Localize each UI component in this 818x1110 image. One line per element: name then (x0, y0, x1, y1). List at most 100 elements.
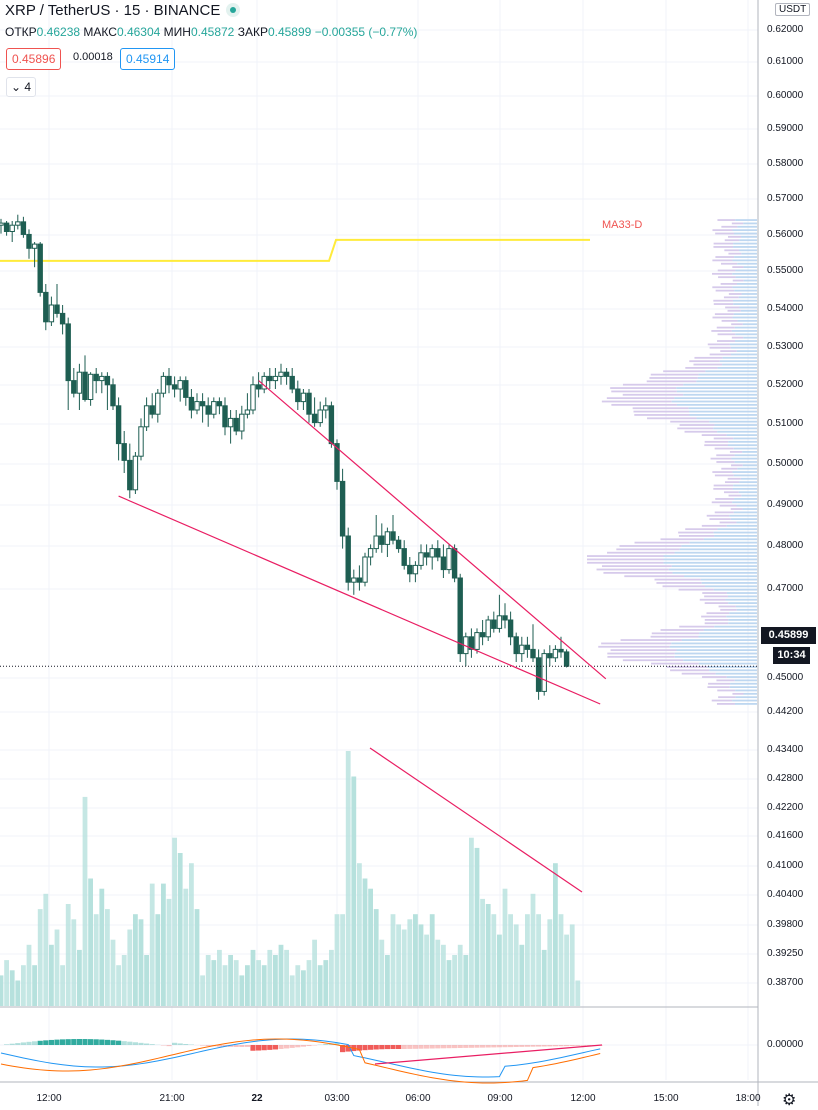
price-tick: 0.39250 (767, 948, 803, 959)
ohlc-legend: ОТКР0.46238 МАКС0.46304 МИН0.45872 ЗАКР0… (5, 25, 417, 39)
volume-profile-bar (710, 354, 731, 356)
price-tick: 0.45000 (767, 672, 803, 683)
time-tick: 09:00 (487, 1093, 512, 1104)
volume-profile-bar (732, 223, 743, 225)
volume-bar (284, 950, 289, 1006)
volume-profile-bar (720, 522, 737, 524)
volume-bar (357, 863, 362, 1006)
volume-profile-bar (735, 703, 757, 705)
candle-body (60, 313, 64, 324)
volume-bar (167, 899, 172, 1006)
buy-price-button[interactable]: 0.45914 (120, 48, 175, 70)
indicators-toggle[interactable]: ⌄ 4 (6, 77, 36, 97)
volume-bar (318, 965, 323, 1006)
price-tick: 0.38700 (767, 977, 803, 988)
price-tick: 0.61000 (767, 56, 803, 67)
low-value: 0.45872 (191, 25, 234, 39)
candle-body (228, 418, 232, 426)
volume-profile-bar (623, 394, 683, 396)
volume-bar (430, 914, 435, 1006)
volume-profile-bar (718, 276, 736, 278)
currency-button[interactable]: USDT (775, 3, 810, 16)
volume-profile-bar (728, 444, 757, 446)
volume-profile-bar (712, 700, 732, 702)
volume-profile-bar (727, 525, 757, 527)
oscillator-bar (144, 1043, 149, 1045)
volume-profile-bar (717, 219, 735, 221)
volume-profile-bar (730, 343, 757, 345)
volume-bar (155, 914, 160, 1006)
high-value: 0.46304 (117, 25, 160, 39)
volume-profile-bar (726, 616, 757, 618)
volume-profile-bar (711, 458, 732, 460)
gear-icon[interactable]: ⚙ (782, 1090, 796, 1110)
oscillator-bar (491, 1045, 496, 1047)
volume-bar (99, 889, 104, 1006)
volume-profile-bar (734, 475, 757, 477)
volume-profile-bar (735, 454, 757, 456)
volume-bar (211, 960, 216, 1006)
oscillator-bar (390, 1045, 395, 1049)
volume-profile-bar (674, 397, 757, 399)
volume-profile-bar (679, 589, 714, 591)
volume-profile-bar (730, 683, 757, 685)
volume-profile-bar (737, 226, 757, 228)
volume-profile-bar (712, 273, 732, 275)
candle-body (16, 222, 20, 225)
oscillator-bar (452, 1045, 457, 1048)
price-tick: 0.42800 (767, 773, 803, 784)
volume-bar (144, 955, 149, 1006)
market-status-icon (226, 3, 240, 17)
volume-profile-bar (683, 659, 757, 661)
volume-profile-bar (716, 673, 757, 675)
candle-body (436, 549, 440, 557)
volume-profile-bar (715, 475, 734, 477)
volume-profile-bar (670, 421, 709, 423)
volume-profile-bar (597, 569, 669, 571)
volume-profile-bar (664, 562, 757, 564)
oscillator-bar (166, 1045, 171, 1046)
oscillator-bar (60, 1039, 65, 1045)
candle-body (10, 225, 14, 231)
volume-profile-bar (716, 290, 735, 292)
candle-body (189, 397, 193, 410)
oscillator-bar (379, 1045, 384, 1049)
candle-body (363, 557, 367, 582)
volume-profile-bar (661, 629, 704, 631)
sell-price-button[interactable]: 0.45896 (6, 48, 61, 70)
close-label: ЗАКР (238, 25, 268, 39)
volume-bar (38, 909, 43, 1006)
volume-profile-bar (714, 589, 757, 591)
volume-profile-bar (711, 330, 732, 332)
oscillator-bar (385, 1045, 390, 1049)
volume-profile-bar (700, 599, 726, 601)
volume-profile-bar (732, 693, 743, 695)
volume-profile-bar (675, 656, 757, 658)
volume-profile-bar (724, 491, 739, 493)
volume-profile-bar (679, 535, 714, 537)
candle-body (105, 376, 109, 384)
candle-body (475, 633, 479, 650)
candle-body (290, 376, 294, 389)
candle-body (329, 406, 333, 444)
volume-profile-bar (611, 391, 677, 393)
candle-body (564, 652, 568, 666)
oscillator-bar (77, 1039, 82, 1045)
oscillator-bar (4, 1044, 9, 1045)
volume-profile-bar (732, 471, 757, 473)
candle-body (256, 385, 260, 389)
volume-profile-bar (743, 223, 757, 225)
oscillator-bar (278, 1045, 283, 1049)
oscillator-bar (519, 1045, 524, 1047)
volume-profile-bar (717, 340, 735, 342)
price-tick: 0.49000 (767, 499, 803, 510)
volume-profile-bar (731, 518, 757, 520)
candle-body (77, 372, 81, 393)
volume-profile-bar (737, 468, 757, 470)
volume-bar (542, 950, 547, 1006)
oscillator-bar (273, 1045, 278, 1049)
oscillator-bar (570, 1045, 575, 1046)
volume-bar (458, 945, 463, 1006)
oscillator-bar (262, 1045, 267, 1050)
